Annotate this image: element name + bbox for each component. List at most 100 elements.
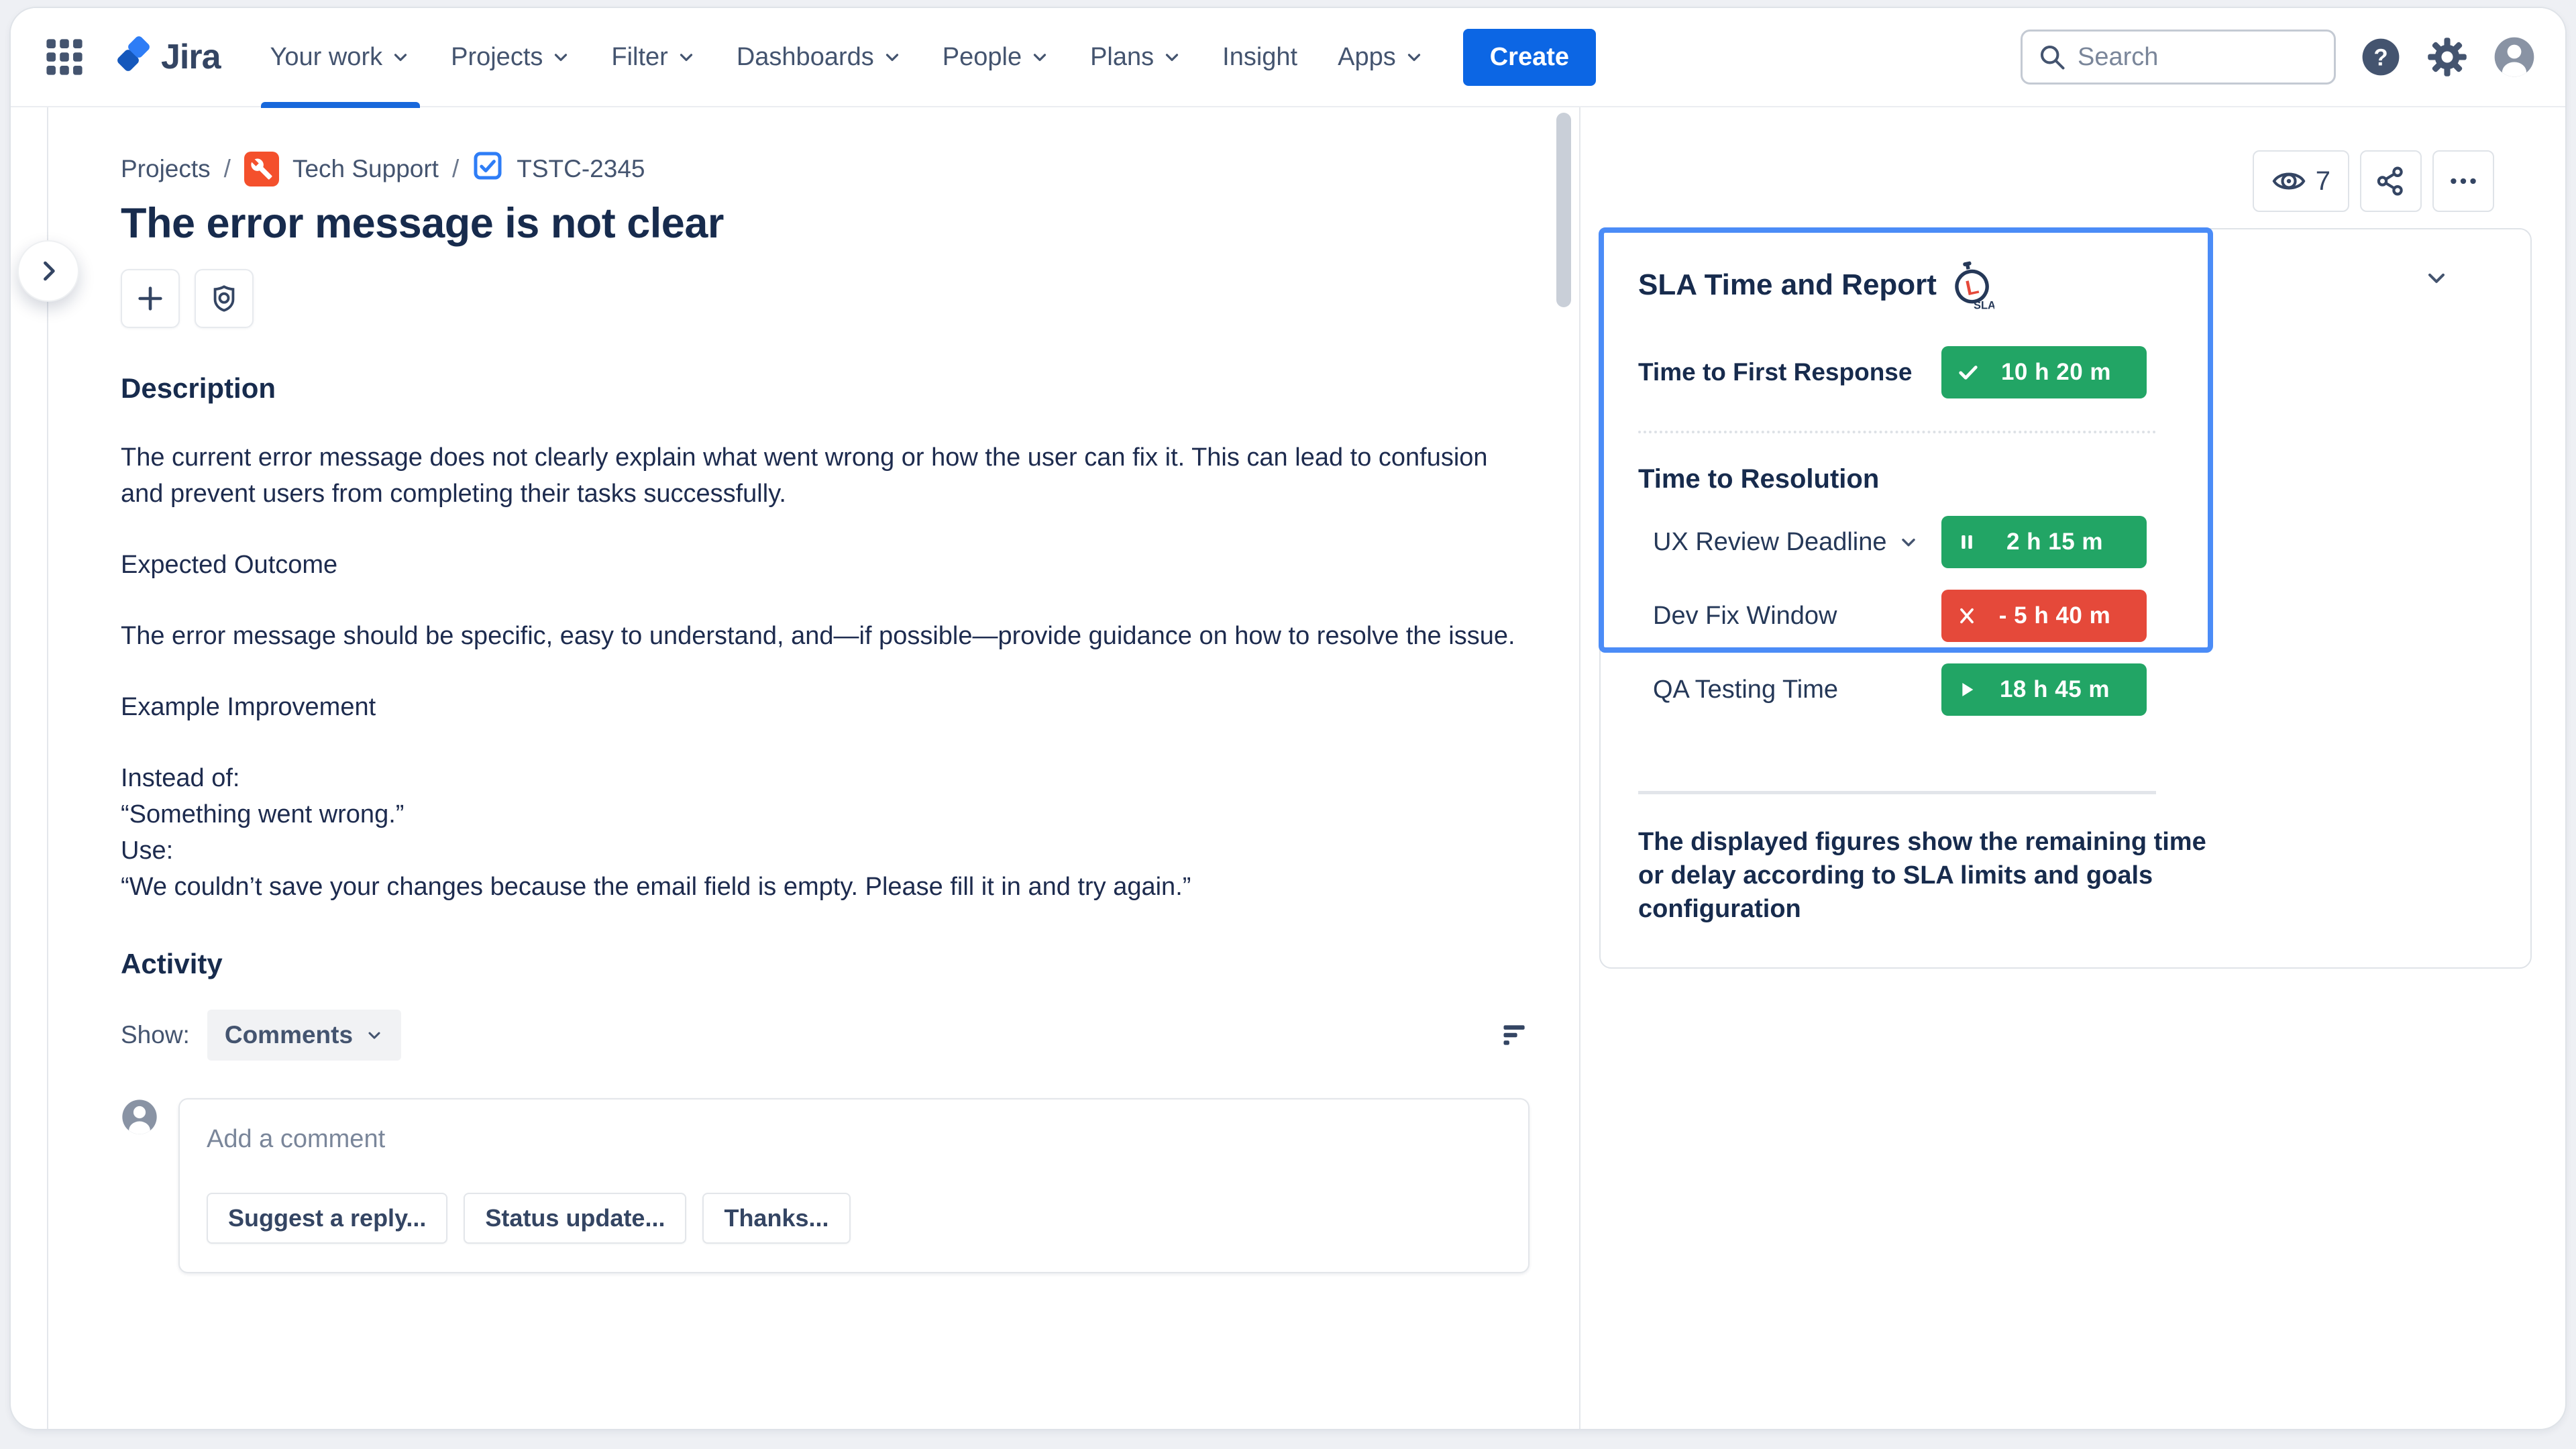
create-button[interactable]: Create xyxy=(1462,28,1597,86)
nav-item-filter[interactable]: Filter xyxy=(591,8,716,107)
chevron-down-icon xyxy=(676,47,696,67)
chevron-down-icon xyxy=(882,47,902,67)
chevron-down-icon xyxy=(1030,47,1050,67)
add-attachment-button[interactable] xyxy=(121,269,180,328)
search-icon xyxy=(2040,45,2065,70)
chevron-right-icon xyxy=(44,261,55,281)
plus-icon xyxy=(138,286,162,311)
project-avatar-wrench-icon xyxy=(244,151,279,186)
jira-logo-text: Jira xyxy=(161,38,221,76)
settings-button[interactable] xyxy=(2426,36,2469,78)
global-search[interactable] xyxy=(2021,30,2336,85)
sort-order-button[interactable] xyxy=(1500,1020,1529,1050)
issue-toolbar: 7 xyxy=(1599,150,2494,212)
sla-metric-label: Time to First Response xyxy=(1638,358,1913,386)
avatar xyxy=(2494,37,2534,77)
content-area: Projects / Tech Support / TSTC-2345 The … xyxy=(11,107,2565,1429)
nav-item-projects[interactable]: Projects xyxy=(431,8,591,107)
help-icon: ? xyxy=(2362,38,2400,76)
sla-metric-dropdown[interactable]: UX Review Deadline xyxy=(1638,528,1919,557)
nav-right-actions: ? xyxy=(2021,30,2536,85)
nav-item-insight[interactable]: Insight xyxy=(1222,42,1298,71)
sla-metric-row: UX Review Deadline 2 h 15 m xyxy=(1638,516,2147,568)
activity-heading: Activity xyxy=(121,948,223,979)
share-button[interactable] xyxy=(2360,150,2422,212)
watch-eye-icon xyxy=(2272,172,2306,190)
chevron-down-icon xyxy=(368,1032,380,1039)
help-button[interactable]: ? xyxy=(2360,36,2402,78)
breadcrumb: Projects / Tech Support / TSTC-2345 xyxy=(121,150,1529,187)
description-paragraph: The current error message does not clear… xyxy=(121,443,1488,508)
sla-footer-note: The displayed figures show the remaining… xyxy=(1638,828,2206,924)
profile-button[interactable] xyxy=(2493,36,2536,78)
app-switcher-button[interactable] xyxy=(44,37,85,77)
issue-actions xyxy=(121,269,1529,328)
sla-panel-header: SLA Time and Report L SLA xyxy=(1638,260,2493,310)
chevron-down-icon xyxy=(390,47,411,67)
jira-logo-icon xyxy=(117,36,150,71)
issue-type-task-icon xyxy=(472,150,503,187)
quick-reply-suggest-button[interactable]: Suggest a reply... xyxy=(207,1193,448,1244)
avatar xyxy=(122,1099,157,1134)
jira-logo[interactable]: Jira xyxy=(113,36,221,78)
ellipsis-icon xyxy=(2451,178,2476,184)
sla-status-badge-met: 10 h 20 m xyxy=(1941,346,2147,398)
description-paragraph: Expected Outcome xyxy=(121,551,338,579)
collapsed-sidebar xyxy=(11,107,79,1429)
breadcrumb-issue-key[interactable]: TSTC-2345 xyxy=(517,154,645,182)
play-icon xyxy=(1962,683,1974,696)
description-paragraph: The error message should be specific, ea… xyxy=(121,622,1515,650)
panel-divider xyxy=(1579,107,1580,1429)
watchers-button[interactable]: 7 xyxy=(2252,150,2349,212)
x-icon xyxy=(1960,608,1974,624)
sla-metric-row: QA Testing Time 18 h 45 m xyxy=(1638,663,2147,716)
chevron-down-icon xyxy=(2428,273,2445,283)
nav-item-your-work[interactable]: Your work xyxy=(250,8,431,108)
nav-item-apps[interactable]: Apps xyxy=(1318,8,1444,107)
search-input[interactable] xyxy=(2078,42,2292,72)
comment-editor[interactable]: Add a comment Suggest a reply... Status … xyxy=(178,1098,1529,1273)
quick-reply-status-button[interactable]: Status update... xyxy=(464,1193,687,1244)
nav-item-plans[interactable]: Plans xyxy=(1070,8,1202,107)
chevron-down-icon xyxy=(1404,47,1424,67)
quick-reply-thanks-button[interactable]: Thanks... xyxy=(702,1193,851,1244)
chevron-down-icon xyxy=(551,47,571,67)
more-actions-button[interactable] xyxy=(2432,150,2494,212)
sla-stopwatch-icon: L SLA xyxy=(1955,261,1994,310)
sla-status-badge-paused: 2 h 15 m xyxy=(1941,516,2147,568)
breadcrumb-project-link[interactable]: Tech Support xyxy=(292,154,439,182)
chevron-down-icon xyxy=(1901,538,1915,547)
show-label: Show: xyxy=(121,1021,190,1049)
watchers-count: 7 xyxy=(2315,166,2330,196)
breadcrumb-projects-link[interactable]: Projects xyxy=(121,154,211,182)
pause-icon xyxy=(1962,535,1972,549)
restrict-access-button[interactable] xyxy=(195,269,254,328)
dotted-separator xyxy=(1638,431,2156,433)
description-paragraph: Example Improvement xyxy=(121,693,376,721)
comment-input[interactable]: Add a comment xyxy=(207,1125,386,1153)
sla-status-badge-breached: - 5 h 40 m xyxy=(1941,590,2147,642)
activity-filter-row: Show: Comments xyxy=(121,1010,1529,1061)
sla-status-badge-running: 18 h 45 m xyxy=(1941,663,2147,716)
sla-panel: SLA Time and Report L SLA xyxy=(1599,227,2532,969)
description-heading: Description xyxy=(121,372,276,404)
collapse-panel-button[interactable] xyxy=(2423,264,2450,294)
main-scrollbar-track[interactable] xyxy=(1550,107,1579,1429)
svg-text:SLA: SLA xyxy=(1974,299,1994,310)
footer-separator xyxy=(1638,791,2156,794)
jira-window: Jira Your work Projects Filter Dashboard… xyxy=(9,7,2567,1430)
add-comment-section: Add a comment Suggest a reply... Status … xyxy=(121,1098,1529,1273)
share-icon xyxy=(2377,166,2403,196)
nav-item-dashboards[interactable]: Dashboards xyxy=(716,8,922,107)
chevron-down-icon xyxy=(1162,47,1182,67)
app-grid-icon xyxy=(46,39,83,75)
nav-item-people[interactable]: People xyxy=(922,8,1070,107)
expand-sidebar-button[interactable] xyxy=(17,240,79,302)
gear-icon xyxy=(2428,38,2467,76)
issue-main-column: Projects / Tech Support / TSTC-2345 The … xyxy=(48,107,1550,1429)
comments-filter-dropdown[interactable]: Comments xyxy=(207,1010,402,1061)
svg-text:?: ? xyxy=(2373,44,2387,70)
sort-icon xyxy=(1503,1025,1525,1045)
issue-side-panel: 7 xyxy=(1580,107,2565,1429)
main-scrollbar-thumb[interactable] xyxy=(1556,113,1571,307)
